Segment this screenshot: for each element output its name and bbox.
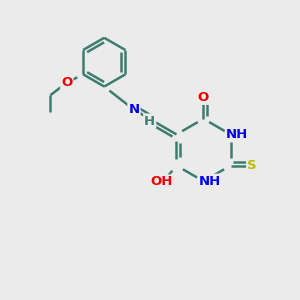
- Text: S: S: [247, 159, 257, 172]
- Text: OH: OH: [150, 176, 173, 188]
- Text: O: O: [61, 76, 72, 89]
- Text: H: H: [144, 115, 155, 128]
- Text: NH: NH: [226, 128, 248, 141]
- Text: N: N: [128, 103, 140, 116]
- Text: O: O: [198, 91, 209, 104]
- Text: NH: NH: [199, 175, 221, 188]
